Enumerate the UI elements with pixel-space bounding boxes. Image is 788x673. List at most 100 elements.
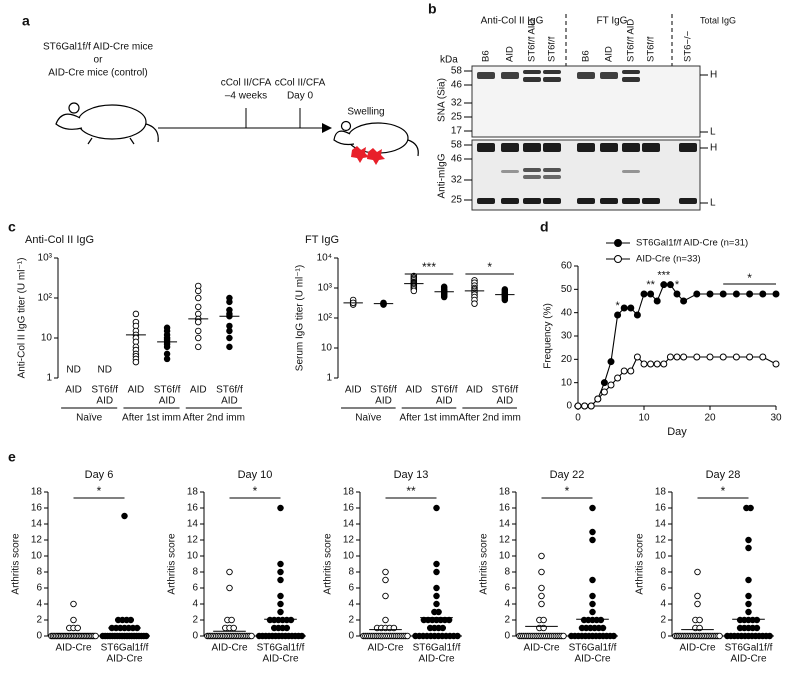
data-point — [70, 600, 77, 608]
data-point — [277, 600, 284, 608]
y-tick-label: 12 — [655, 535, 667, 546]
data-point — [298, 632, 306, 640]
data-point — [248, 632, 255, 640]
blot-probe: SNA (Sia) — [437, 78, 448, 122]
series-point — [620, 304, 628, 312]
lane-label: B6 — [481, 50, 492, 62]
series-point — [719, 290, 727, 298]
data-point — [194, 334, 202, 342]
swelling-marks — [351, 146, 385, 165]
data-point — [287, 616, 295, 624]
x-tick-label: 10 — [638, 413, 650, 424]
data-point — [454, 632, 461, 640]
x-tick-label: ST6f/f — [370, 385, 397, 396]
chart-title: FT IgG — [305, 234, 339, 246]
x-tick-label: AID — [128, 385, 145, 396]
series-point — [633, 311, 641, 319]
data-point — [194, 343, 202, 351]
series-point — [706, 290, 714, 298]
x-tick-label: AID — [466, 385, 483, 396]
panel-label: c — [8, 219, 16, 235]
x-tick-label: AID — [436, 396, 453, 407]
blot-probe: Anti-mIgG — [437, 153, 448, 198]
y-axis-label: Frequency (%) — [543, 303, 554, 369]
chart-title: Day 28 — [706, 469, 741, 481]
y-tick-label: 10 — [41, 333, 53, 344]
y-tick-label: 12 — [187, 535, 199, 546]
series-point — [587, 402, 595, 410]
series-point — [693, 353, 701, 361]
blot-band — [642, 198, 660, 204]
data-point — [74, 624, 81, 632]
x-tick-label: AID — [96, 396, 113, 407]
kda-marker: 25 — [451, 112, 463, 123]
significance-label: ** — [406, 484, 416, 498]
data-point — [589, 608, 596, 616]
y-tick-label: 6 — [36, 583, 42, 594]
y-tick-label: 14 — [655, 519, 667, 530]
data-point — [745, 608, 752, 616]
x-tick-label: ST6f/f — [216, 385, 243, 396]
data-point — [745, 576, 752, 584]
y-tick-label: 50 — [561, 284, 573, 295]
data-point — [610, 632, 617, 640]
y-tick-label: 10 — [187, 551, 199, 562]
blot-band — [543, 198, 561, 204]
y-tick-label: 10 — [499, 551, 511, 562]
step-treatment: cCol II/CFA — [275, 78, 326, 89]
y-tick-label: 10 — [561, 377, 573, 388]
data-point — [439, 624, 447, 632]
y-tick-label: 16 — [343, 503, 355, 514]
y-tick-label: 2 — [660, 615, 666, 626]
y-tick-label: 10² — [318, 313, 333, 324]
data-point — [92, 632, 99, 640]
lane-label: B6 — [581, 50, 592, 62]
data-point — [747, 504, 754, 512]
data-point — [226, 334, 233, 342]
y-tick-label: 20 — [561, 354, 573, 365]
lane-label: ST6−/− — [683, 30, 694, 62]
x-tick-label: AID-Cre — [679, 643, 716, 654]
legend-marker — [614, 255, 622, 263]
significance-label: * — [487, 260, 492, 274]
chart-title: Day 13 — [394, 469, 429, 481]
y-tick-label: 18 — [187, 487, 199, 498]
kda-marker: 58 — [451, 140, 463, 151]
series-point — [746, 290, 754, 298]
group-label: Naïve — [355, 413, 382, 424]
y-axis-label: Arthritis score — [11, 533, 22, 595]
annotation: * — [615, 300, 620, 312]
y-tick-label: 18 — [343, 487, 355, 498]
data-point — [597, 616, 605, 624]
data-point — [589, 504, 596, 512]
blot-band — [501, 198, 519, 204]
x-axis-label: Day — [667, 426, 687, 438]
blot-band — [679, 198, 697, 204]
y-tick-label: 8 — [348, 567, 354, 578]
data-point — [589, 536, 596, 544]
data-point — [745, 536, 752, 544]
data-point — [382, 616, 389, 624]
series-point — [607, 358, 615, 366]
y-tick-label: 10 — [31, 551, 43, 562]
blot-band — [477, 198, 495, 204]
series-line — [578, 356, 777, 407]
y-tick-label: 2 — [504, 615, 510, 626]
data-point — [694, 568, 701, 576]
data-point — [433, 592, 440, 600]
blot-band — [543, 175, 561, 179]
blot-band — [523, 143, 541, 152]
y-tick-label: 0 — [660, 631, 666, 642]
blot-band — [577, 198, 595, 204]
significance-label: * — [253, 484, 258, 498]
panel-label: a — [22, 13, 30, 29]
data-point — [142, 632, 150, 640]
series-point — [614, 311, 622, 319]
x-tick-label: ST6Gal1f/f — [257, 643, 305, 654]
y-tick-label: 6 — [348, 583, 354, 594]
nd-label: ND — [98, 365, 112, 376]
lane-label: AID — [505, 46, 516, 62]
data-point — [283, 624, 291, 632]
significance-label: * — [565, 484, 570, 498]
series-point — [666, 281, 674, 289]
